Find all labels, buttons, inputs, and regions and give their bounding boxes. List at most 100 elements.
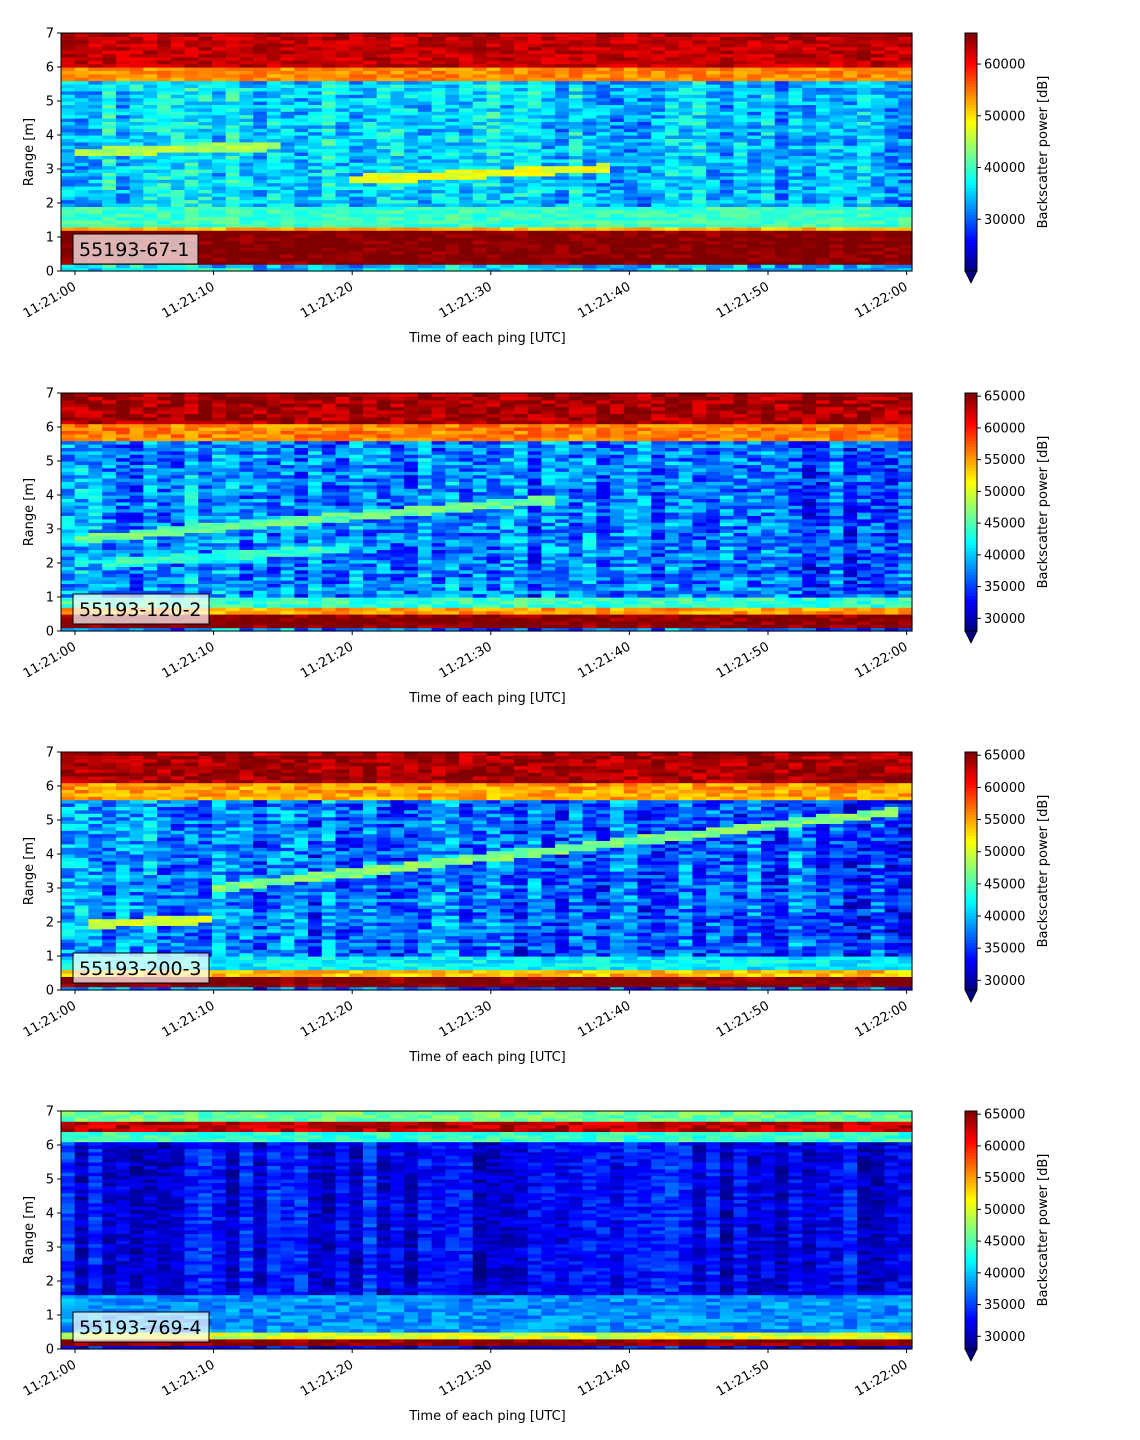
colorbar-tick-label: 60000 [984, 781, 1025, 796]
panel-2: 0 1 2 3 4 5 6 7 11:21:00 11:21:10 11:21:20 11:21:30… [21, 387, 1051, 707]
y-tick-label: 3 [46, 523, 54, 538]
y-tick-label: 7 [46, 1105, 54, 1120]
station-label: 55193-200-3 [79, 958, 202, 980]
colorbar-tick-label: 40000 [984, 161, 1025, 176]
y-tick-label: 2 [46, 557, 54, 572]
x-tick-label: 11:22:00 [853, 279, 911, 321]
x-tick-label: 11:21:40 [575, 1357, 633, 1399]
x-tick-label: 11:22:00 [853, 639, 911, 681]
x-tick-label: 11:21:30 [437, 639, 495, 681]
y-axis-label: Range [m] [22, 118, 37, 186]
x-tick-label: 11:21:00 [21, 279, 79, 321]
y-tick-label: 3 [46, 163, 54, 178]
colorbar-tick-label: 50000 [984, 109, 1025, 124]
y-tick-label: 5 [46, 814, 54, 829]
y-tick-label: 1 [46, 591, 54, 606]
colorbar-tick-label: 55000 [984, 813, 1025, 828]
y-tick-label: 5 [46, 95, 54, 110]
y-tick-label: 3 [46, 1241, 54, 1256]
colorbar-tick-label: 65000 [984, 390, 1025, 405]
y-tick-label: 2 [46, 1275, 54, 1290]
y-axis-label: Range [m] [22, 1196, 37, 1264]
y-tick-label: 4 [46, 489, 54, 504]
x-tick-label: 11:21:10 [160, 639, 218, 681]
y-tick-label: 3 [46, 882, 54, 897]
y-tick-label: 1 [46, 950, 54, 965]
x-tick-label: 11:21:20 [298, 279, 356, 321]
colorbar-tick-label: 40000 [984, 1266, 1025, 1281]
colorbar-tick-label: 30000 [984, 213, 1025, 228]
colorbar-extend-min [965, 1349, 977, 1361]
station-label: 55193-67-1 [79, 239, 189, 261]
colorbar-label: Backscatter power [dB] [1036, 436, 1051, 589]
y-axis-label: Range [m] [22, 837, 37, 905]
colorbar: 3000035000400004500050000550006000065000… [965, 749, 1051, 1002]
x-tick-label: 11:21:20 [298, 1357, 356, 1399]
colorbar-tick-label: 50000 [984, 845, 1025, 860]
colorbar-tick-label: 45000 [984, 517, 1025, 532]
station-label: 55193-769-4 [79, 1317, 202, 1339]
x-tick-label: 11:21:20 [298, 998, 356, 1040]
y-tick-label: 2 [46, 916, 54, 931]
y-tick-label: 6 [46, 421, 54, 436]
colorbar-tick-label: 45000 [984, 877, 1025, 892]
x-tick-label: 11:21:10 [160, 998, 218, 1040]
x-tick-label: 11:21:50 [714, 998, 772, 1040]
x-tick-label: 11:21:30 [437, 1357, 495, 1399]
colorbar-extend-min [965, 631, 977, 643]
y-tick-label: 7 [46, 746, 54, 761]
colorbar: 30000 40000 50000 60000 Backscatter power [d… [965, 33, 1051, 283]
x-axis-label: Time of each ping [UTC] [408, 1050, 566, 1065]
x-tick-label: 11:21:30 [437, 998, 495, 1040]
y-tick-label: 1 [46, 1309, 54, 1324]
x-tick-label: 11:21:20 [298, 639, 356, 681]
colorbar: 3000035000400004500050000550006000065000… [965, 1108, 1051, 1361]
colorbar-tick-label: 40000 [984, 548, 1025, 563]
x-tick-label: 11:21:10 [160, 1357, 218, 1399]
colorbar-tick-label: 60000 [984, 1139, 1025, 1154]
colorbar-label: Backscatter power [dB] [1036, 76, 1051, 229]
colorbar-tick-label: 65000 [984, 749, 1025, 764]
y-tick-label: 0 [46, 265, 54, 280]
y-tick-label: 7 [46, 387, 54, 402]
x-tick-label: 11:21:50 [714, 1357, 772, 1399]
panel-3: 0 1 2 3 4 5 6 7 11:21:00 11:21:10 11:21:20 11:21:30… [21, 746, 1051, 1066]
y-tick-label: 6 [46, 780, 54, 795]
y-tick-label: 5 [46, 455, 54, 470]
y-tick-label: 0 [46, 1343, 54, 1358]
colorbar-tick-label: 60000 [984, 58, 1025, 73]
y-tick-label: 0 [46, 984, 54, 999]
x-tick-label: 11:22:00 [853, 1357, 911, 1399]
colorbar-tick-label: 40000 [984, 910, 1025, 925]
colorbar-extend-min [965, 271, 977, 283]
x-tick-label: 11:21:00 [21, 998, 79, 1040]
x-tick-label: 11:21:10 [160, 279, 218, 321]
x-tick-label: 11:21:40 [575, 279, 633, 321]
colorbar-tick-label: 65000 [984, 1108, 1025, 1123]
y-axis-label: Range [m] [22, 478, 37, 546]
colorbar-tick-label: 50000 [984, 485, 1025, 500]
x-tick-label: 11:21:40 [575, 639, 633, 681]
colorbar-tick-label: 50000 [984, 1203, 1025, 1218]
colorbar-tick-label: 30000 [984, 1330, 1025, 1345]
colorbar-label: Backscatter power [dB] [1036, 795, 1051, 948]
x-tick-label: 11:21:40 [575, 998, 633, 1040]
y-tick-label: 4 [46, 848, 54, 863]
x-tick-label: 11:21:00 [21, 639, 79, 681]
y-tick-label: 0 [46, 625, 54, 640]
x-tick-label: 11:21:50 [714, 279, 772, 321]
y-tick-label: 2 [46, 197, 54, 212]
colorbar-tick-label: 30000 [984, 974, 1025, 989]
x-tick-label: 11:21:00 [21, 1357, 79, 1399]
colorbar-tick-label: 45000 [984, 1235, 1025, 1250]
station-label: 55193-120-2 [79, 599, 202, 621]
colorbar: 3000035000400004500050000550006000065000… [965, 390, 1051, 643]
x-tick-label: 11:22:00 [853, 998, 911, 1040]
y-tick-label: 6 [46, 61, 54, 76]
x-tick-label: 11:21:30 [437, 279, 495, 321]
y-tick-label: 7 [46, 27, 54, 42]
